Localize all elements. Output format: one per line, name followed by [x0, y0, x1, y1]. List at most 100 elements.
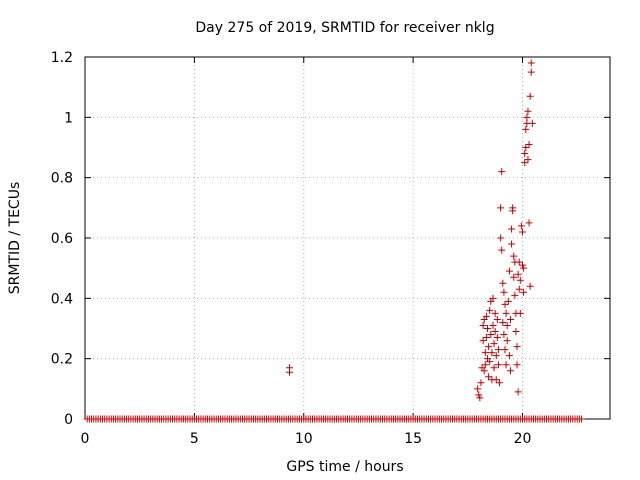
data-point	[528, 119, 536, 127]
data-point	[498, 246, 506, 254]
data-point	[286, 368, 294, 376]
data-point	[502, 309, 510, 317]
y-tick-label: 0.8	[51, 171, 73, 187]
data-point	[489, 294, 497, 302]
data-point	[503, 337, 511, 345]
data-point	[501, 346, 509, 354]
data-point	[475, 391, 483, 399]
data-point	[500, 331, 508, 339]
data-point	[527, 68, 535, 76]
data-point	[514, 388, 522, 396]
data-point	[479, 337, 487, 345]
data-point	[509, 204, 517, 212]
y-tick-label: 0.4	[51, 291, 73, 307]
data-point	[494, 346, 502, 354]
data-point	[510, 252, 518, 260]
chart-title: Day 275 of 2019, SRMTID for receiver nkl…	[195, 20, 494, 36]
data-point	[521, 150, 529, 158]
data-point	[522, 125, 530, 133]
data-point	[479, 321, 487, 329]
x-tick-label: 5	[190, 431, 199, 447]
data-point	[503, 321, 511, 329]
y-tick-label: 0	[64, 412, 73, 428]
x-tick-label: 10	[295, 431, 313, 447]
data-point	[500, 288, 508, 296]
data-point	[504, 297, 512, 305]
data-point	[492, 376, 500, 384]
data-point	[527, 59, 535, 67]
y-axis-label: SRMTID / TECUs	[7, 182, 23, 295]
data-point	[486, 306, 494, 314]
data-point	[488, 349, 496, 357]
data-point	[520, 288, 528, 296]
data-point	[484, 325, 491, 332]
data-point	[498, 168, 506, 176]
data-point	[524, 107, 532, 115]
axis-ticks: 0 5 10 15 20 0 0.2 0.4 0.6 0.8 1 1.2	[51, 50, 610, 447]
baseline-point	[578, 415, 586, 423]
data-points	[286, 59, 536, 402]
data-point	[486, 358, 494, 366]
data-point	[522, 144, 530, 151]
data-point	[493, 315, 501, 323]
data-point	[489, 321, 497, 329]
data-point	[491, 328, 499, 336]
data-point	[499, 318, 507, 326]
grid-lines	[85, 57, 610, 419]
data-point	[481, 349, 489, 357]
data-point	[497, 234, 505, 242]
data-point	[523, 113, 531, 121]
data-point	[513, 343, 521, 351]
data-point	[508, 225, 516, 233]
data-point	[497, 204, 505, 212]
data-point	[492, 352, 500, 360]
y-tick-label: 1.2	[51, 50, 73, 66]
data-point	[508, 240, 516, 248]
y-tick-label: 0.2	[51, 352, 73, 368]
data-point	[506, 315, 514, 323]
data-point	[477, 379, 485, 387]
data-point	[517, 222, 525, 230]
data-point	[520, 264, 528, 272]
data-point	[524, 156, 532, 164]
data-point	[499, 279, 507, 287]
data-point	[485, 373, 493, 381]
data-point	[510, 273, 518, 281]
x-tick-label: 0	[81, 431, 90, 447]
data-point	[502, 361, 510, 369]
data-point	[482, 312, 490, 320]
data-point	[505, 267, 513, 275]
data-point	[511, 291, 519, 299]
data-point	[521, 159, 529, 167]
data-point	[512, 328, 520, 336]
data-point	[505, 352, 513, 360]
data-point	[516, 309, 524, 317]
data-point	[490, 364, 498, 372]
x-axis-label: GPS time / hours	[286, 459, 403, 475]
data-point	[519, 261, 526, 269]
y-tick-label: 0.6	[51, 231, 73, 247]
data-point	[493, 334, 501, 342]
data-point	[506, 367, 514, 375]
data-point	[482, 334, 490, 342]
data-point	[525, 140, 533, 148]
data-point	[496, 379, 504, 387]
data-point	[490, 340, 498, 348]
data-point	[474, 385, 482, 393]
data-point	[480, 367, 488, 375]
data-point	[494, 361, 502, 369]
data-point	[476, 394, 484, 402]
data-point	[525, 219, 533, 227]
x-tick-label: 15	[404, 431, 422, 447]
data-point	[501, 300, 509, 308]
data-point	[481, 361, 489, 369]
data-point	[514, 270, 522, 278]
data-point	[487, 331, 495, 339]
data-point	[491, 309, 499, 317]
x-tick-label: 20	[514, 431, 532, 447]
data-point	[513, 361, 521, 369]
y-tick-label: 1	[64, 110, 73, 126]
data-point	[515, 258, 523, 266]
data-point	[526, 92, 534, 100]
